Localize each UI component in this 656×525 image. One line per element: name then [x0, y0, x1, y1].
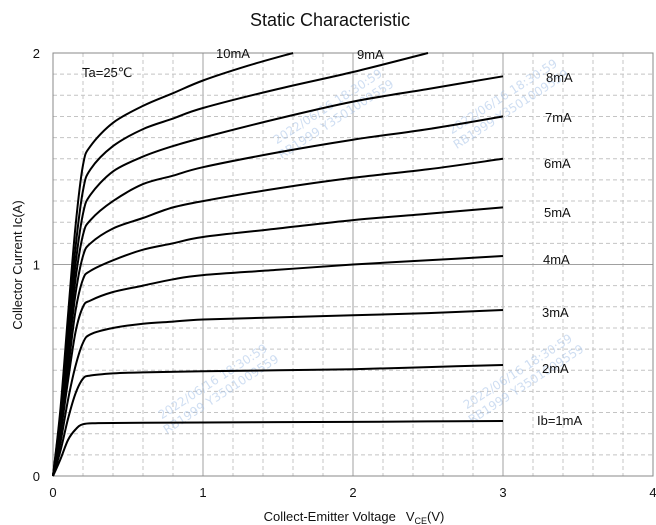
series-label-8: 8mA: [546, 70, 573, 85]
x-tick-label: 1: [199, 485, 206, 500]
y-tick-label: 0: [33, 469, 40, 484]
x-axis-label-symbol: V: [406, 509, 415, 524]
chart-title: Static Characteristic: [250, 10, 410, 30]
y-tick-label: 2: [33, 46, 40, 61]
series-label-10: 10mA: [216, 46, 250, 61]
plot-border: [52, 52, 654, 477]
y-axis-label: Collector Current Ic(A): [10, 200, 25, 329]
series-label-5: 5mA: [544, 205, 571, 220]
series-label-3: 3mA: [542, 305, 569, 320]
temperature-annotation: Ta=25℃: [82, 65, 132, 80]
x-axis-label-text: Collect-Emitter Voltage: [264, 509, 396, 524]
x-tick-label: 4: [649, 485, 656, 500]
x-tick-label: 2: [349, 485, 356, 500]
series-label-2: 2mA: [542, 361, 569, 376]
series-line-7: [52, 115, 504, 477]
series-line-5: [52, 206, 504, 477]
series-line-1: [52, 420, 504, 477]
series-line-4: [52, 255, 504, 477]
curve-labels: Ib=1mA 2mA 3mA 4mA 5mA 6mA 7mA 8mA 9mA 10mA: [216, 46, 582, 428]
x-axis-label: Collect-Emitter Voltage VCE(V): [264, 509, 445, 525]
x-tick-label: 0: [49, 485, 56, 500]
series-line-10: [52, 52, 294, 477]
plot-frame: [52, 52, 654, 477]
series-label-6: 6mA: [544, 156, 571, 171]
series-label-4: 4mA: [543, 252, 570, 267]
grid: [53, 53, 653, 476]
series-line-2: [52, 364, 504, 477]
tick-labels: 0 1 2 3 4 0 1 2: [33, 46, 656, 500]
series-label-1: Ib=1mA: [537, 413, 582, 428]
x-axis-label-unit: (V): [427, 509, 444, 524]
y-tick-label: 1: [33, 258, 40, 273]
x-tick-label: 3: [499, 485, 506, 500]
series-label-7: 7mA: [545, 110, 572, 125]
curves: [52, 52, 504, 477]
series-line-9: [52, 52, 429, 477]
x-axis-label-subscript: CE: [415, 516, 428, 525]
series-line-3: [52, 309, 504, 477]
series-label-9: 9mA: [357, 47, 384, 62]
